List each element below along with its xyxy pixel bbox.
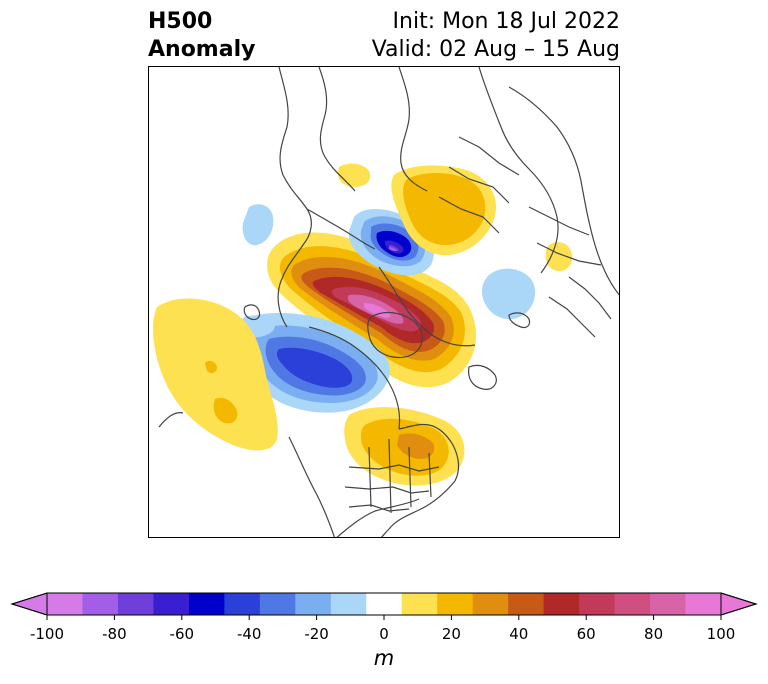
positive-anomaly-small-arctic bbox=[337, 163, 371, 187]
colorbar-tick-label: 0 bbox=[379, 625, 389, 643]
colorbar-tick-label: -80 bbox=[102, 625, 127, 643]
colorbar-segment bbox=[543, 593, 580, 615]
positive-anomaly-eastern-us bbox=[344, 407, 465, 486]
coastlines bbox=[158, 67, 619, 537]
positive-anomaly-pacific bbox=[152, 298, 278, 451]
colorbar-segment bbox=[401, 593, 438, 615]
colorbar-tick-label: -60 bbox=[169, 625, 195, 643]
positive-anomaly-mongolia bbox=[545, 242, 573, 271]
colorbar-tick-label: -20 bbox=[304, 625, 329, 643]
colorbar-segment bbox=[224, 593, 261, 615]
colorbar-tick-label: 40 bbox=[509, 625, 529, 643]
colorbar-segment bbox=[117, 593, 154, 615]
colorbar-tick-label: 100 bbox=[706, 625, 736, 643]
colorbar-segment bbox=[614, 593, 651, 615]
colorbar-tick-label: 20 bbox=[441, 625, 461, 643]
valid-range-label: Valid: 02 Aug – 15 Aug bbox=[371, 37, 620, 62]
negative-anomaly-scandinavia bbox=[481, 268, 536, 320]
colorbar-segment bbox=[330, 593, 367, 615]
colorbar-segment bbox=[153, 593, 190, 615]
negative-anomaly-east-pacific-patch bbox=[242, 204, 274, 246]
colorbar-segment bbox=[650, 593, 687, 615]
anomaly-label: Anomaly bbox=[148, 37, 256, 62]
colorbar-segment bbox=[579, 593, 616, 615]
title-right: Init: Mon 18 Jul 2022 Valid: 02 Aug – 15… bbox=[372, 8, 620, 64]
colorbar-segment bbox=[259, 593, 296, 615]
colorbar-segment bbox=[295, 593, 332, 615]
colorbar-segment bbox=[47, 593, 83, 615]
colorbar-tick-label: -40 bbox=[236, 625, 262, 643]
colorbar-segment bbox=[188, 593, 225, 615]
negative-anomaly-canada bbox=[242, 313, 390, 413]
variable-label: H500 bbox=[148, 9, 213, 34]
map-canvas bbox=[152, 67, 619, 537]
init-date-label: Init: Mon 18 Jul 2022 bbox=[392, 9, 620, 34]
colorbar-tick-label: 60 bbox=[576, 625, 596, 643]
positive-anomaly-north-atlantic-arctic bbox=[267, 232, 477, 388]
title-left: H500 Anomaly bbox=[148, 8, 255, 64]
colorbar-extend-min bbox=[10, 592, 48, 616]
colorbar-segment bbox=[437, 593, 474, 615]
positive-anomaly-east-siberia bbox=[391, 165, 497, 256]
unit-label: m bbox=[373, 646, 395, 670]
colorbar-segment bbox=[366, 593, 403, 615]
colorbar-extend-max bbox=[720, 592, 758, 616]
colorbar-segment bbox=[508, 593, 545, 615]
colorbar-tick-label: 80 bbox=[644, 625, 664, 643]
colorbar-segment bbox=[472, 593, 509, 615]
colorbar-segment bbox=[82, 593, 119, 615]
colorbar bbox=[10, 592, 758, 620]
anomaly-map bbox=[148, 66, 620, 538]
colorbar-segment bbox=[685, 593, 722, 615]
colorbar-tick-label: -100 bbox=[29, 625, 65, 643]
